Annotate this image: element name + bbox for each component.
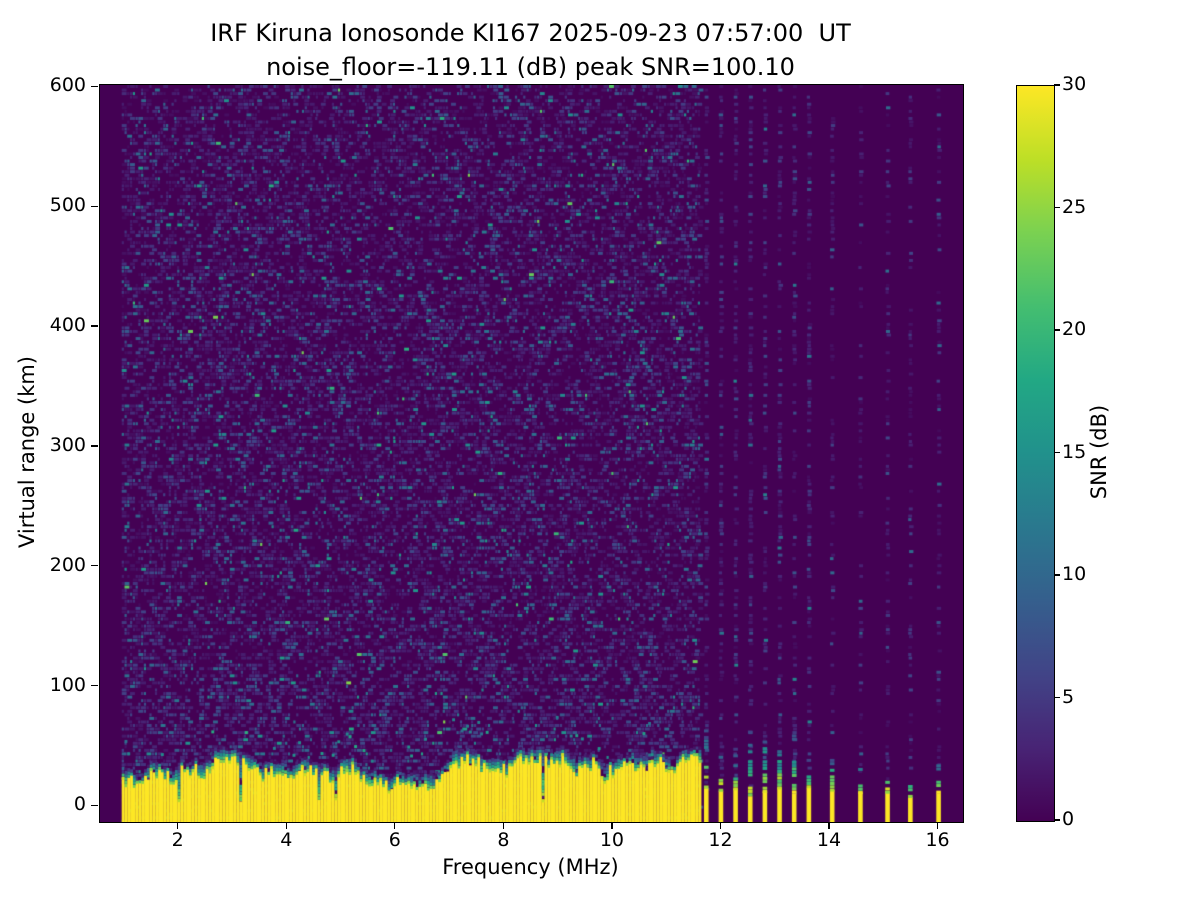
y-tick-mark xyxy=(91,85,98,88)
colorbar-tick-mark xyxy=(1054,84,1060,86)
y-tick-label: 400 xyxy=(49,314,86,337)
colorbar-tick-mark xyxy=(1054,329,1060,331)
y-tick-mark xyxy=(91,565,98,567)
y-tick-mark xyxy=(91,205,98,207)
y-tick-mark xyxy=(91,445,98,447)
x-tick-label: 10 xyxy=(599,829,624,851)
colorbar xyxy=(1016,85,1055,822)
chart-title: IRF Kiruna Ionosonde KI167 2025-09-23 07… xyxy=(210,19,851,47)
y-tick-label: 600 xyxy=(49,74,86,97)
y-tick-label: 100 xyxy=(49,673,86,696)
colorbar-tick-label: 25 xyxy=(1062,195,1087,218)
title-block: IRF Kiruna Ionosonde KI167 2025-09-23 07… xyxy=(99,16,962,84)
x-tick-mark xyxy=(719,822,722,829)
chart-subtitle: noise_floor=-119.11 (dB) peak SNR=100.10 xyxy=(266,53,795,81)
x-tick-label: 16 xyxy=(925,829,950,851)
heatmap-canvas xyxy=(100,85,963,822)
x-tick-mark xyxy=(611,822,613,829)
colorbar-tick-mark xyxy=(1054,696,1060,699)
x-tick-label: 4 xyxy=(280,829,293,851)
colorbar-tick-mark xyxy=(1054,819,1060,821)
y-tick-label: 0 xyxy=(73,793,86,816)
y-tick-label: 300 xyxy=(49,433,86,456)
plot-area xyxy=(99,84,964,823)
x-tick-mark xyxy=(394,822,396,829)
x-tick-mark xyxy=(177,822,179,829)
x-tick-label: 6 xyxy=(388,829,401,851)
x-tick-label: 14 xyxy=(816,829,842,851)
colorbar-tick-label: 30 xyxy=(1062,73,1087,95)
x-tick-label: 2 xyxy=(171,829,184,851)
colorbar-tick-label: 5 xyxy=(1062,685,1075,708)
y-tick-mark xyxy=(91,325,98,327)
x-tick-label: 8 xyxy=(497,829,510,851)
x-axis-label: Frequency (MHz) xyxy=(442,855,619,879)
x-tick-mark xyxy=(936,822,939,829)
y-tick-label: 200 xyxy=(49,553,86,576)
colorbar-tick-label: 10 xyxy=(1062,563,1087,585)
colorbar-tick-mark xyxy=(1054,574,1060,576)
colorbar-tick-label: 15 xyxy=(1062,440,1087,463)
x-tick-mark xyxy=(502,822,505,829)
colorbar-tick-label: 0 xyxy=(1062,808,1075,830)
colorbar-tick-mark xyxy=(1054,451,1060,454)
x-tick-mark xyxy=(285,822,287,829)
y-tick-mark xyxy=(91,804,98,807)
x-tick-mark xyxy=(828,822,830,829)
colorbar-tick-label: 20 xyxy=(1062,318,1087,340)
x-tick-label: 12 xyxy=(708,829,733,851)
y-tick-mark xyxy=(91,684,98,687)
y-tick-label: 500 xyxy=(49,194,86,217)
colorbar-tick-mark xyxy=(1054,206,1060,209)
